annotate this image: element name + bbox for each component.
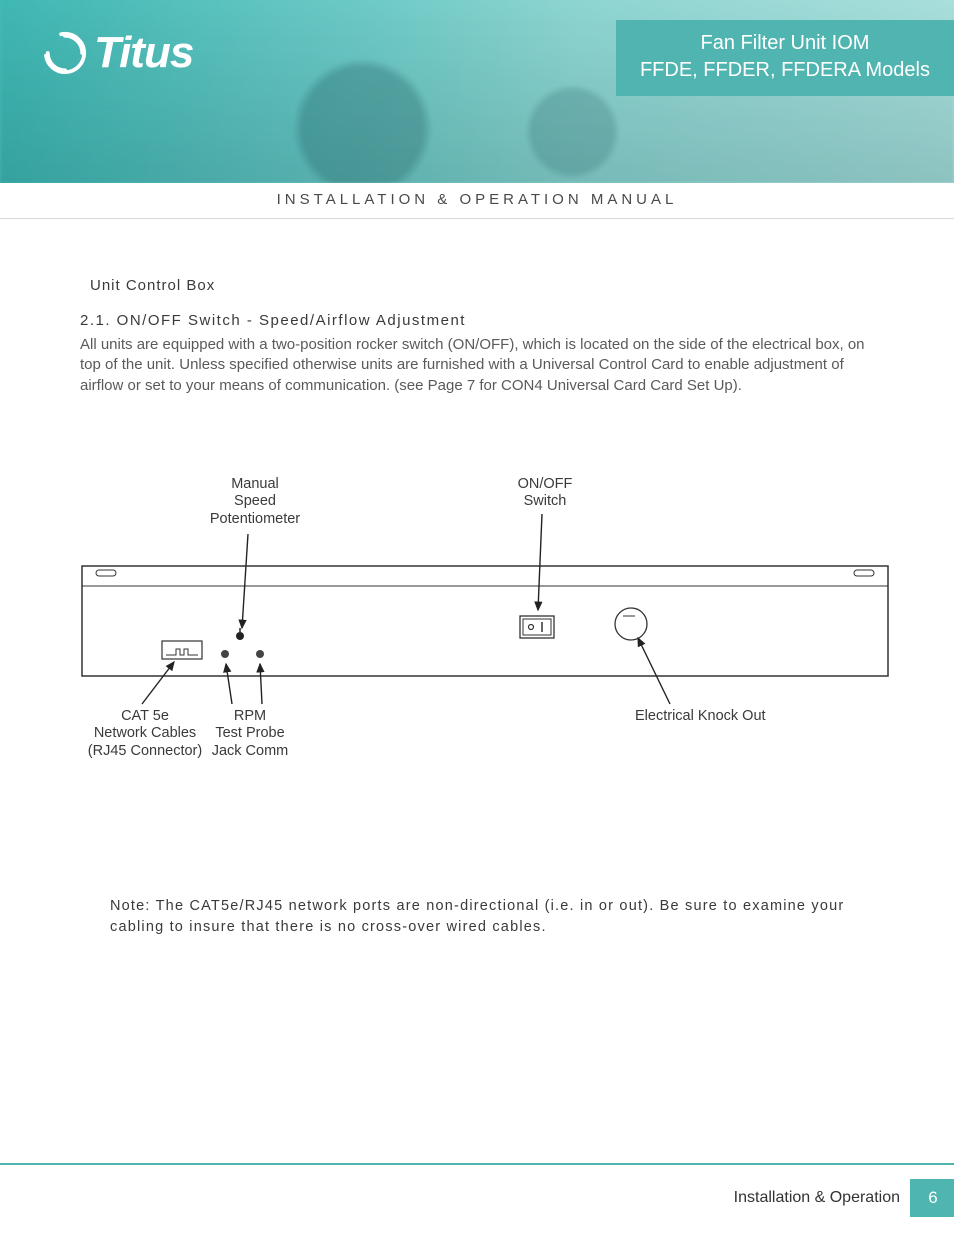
- knockout-icon: [615, 608, 647, 640]
- footer-rule: [0, 1163, 954, 1165]
- onoff-switch-icon: [520, 616, 554, 638]
- page-footer: Installation & Operation 6: [0, 1187, 954, 1235]
- brand-name: Titus: [94, 28, 193, 78]
- probe-jack-2-icon: [256, 650, 264, 658]
- probe-jack-1-icon: [221, 650, 229, 658]
- control-box-diagram: Manual Speed Potentiometer ON/OFF Switch…: [80, 456, 890, 836]
- swirl-icon: [42, 30, 88, 76]
- section-body: All units are equipped with a two-positi…: [80, 335, 870, 396]
- doc-title-line2: FFDE, FFDER, FFDERA Models: [640, 57, 930, 84]
- page-content: Unit Control Box 2.1. ON/OFF Switch - Sp…: [0, 219, 954, 938]
- footer-section: Installation & Operation: [724, 1179, 912, 1217]
- doc-title-line1: Fan Filter Unit IOM: [640, 30, 930, 57]
- doc-title-box: Fan Filter Unit IOM FFDE, FFDER, FFDERA …: [616, 20, 954, 96]
- rj45-port-icon: [162, 641, 202, 659]
- doc-subtitle: INSTALLATION & OPERATION MANUAL: [0, 183, 954, 219]
- section-heading: Unit Control Box: [90, 277, 880, 294]
- section-subheading: 2.1. ON/OFF Switch - Speed/Airflow Adjus…: [80, 312, 880, 329]
- diagram-svg: [80, 456, 890, 776]
- note-text: Note: The CAT5e/RJ45 network ports are n…: [110, 896, 880, 938]
- footer-page-number: 6: [912, 1179, 954, 1217]
- header-banner: Titus Fan Filter Unit IOM FFDE, FFDER, F…: [0, 0, 954, 183]
- brand-logo: Titus: [42, 28, 193, 78]
